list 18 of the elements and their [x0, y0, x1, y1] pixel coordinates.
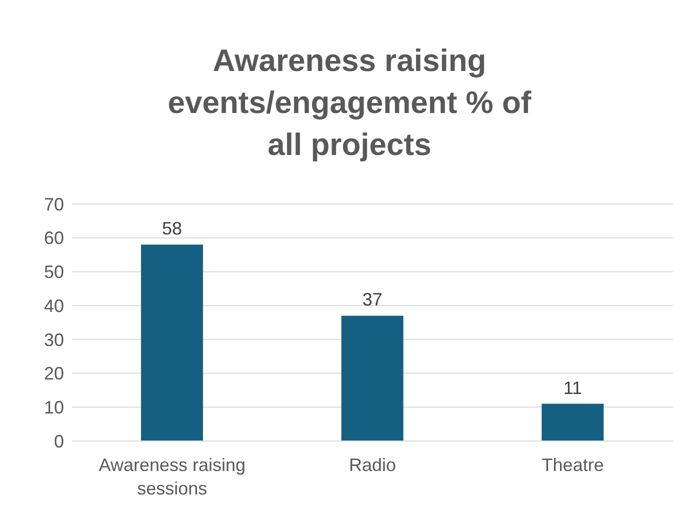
- bar: [542, 404, 604, 441]
- data-label: 37: [362, 290, 382, 310]
- x-tick-label: Theatre: [542, 455, 604, 476]
- y-tick-label: 30: [44, 330, 64, 350]
- x-tick-label: Radio: [348, 455, 396, 476]
- data-label: 58: [162, 218, 182, 239]
- y-tick-label: 0: [54, 431, 64, 452]
- data-label: 11: [563, 378, 582, 398]
- y-tick-label: 60: [44, 228, 64, 248]
- bar: [141, 244, 203, 441]
- y-tick-label: 20: [44, 364, 64, 384]
- x-tick-label: Awareness raising sessions: [98, 455, 246, 499]
- y-tick-label: 50: [44, 262, 64, 282]
- bar: [341, 316, 404, 441]
- y-tick-label: 70: [44, 194, 64, 214]
- y-tick-label: 40: [44, 296, 64, 316]
- y-tick-label: 10: [44, 398, 64, 418]
- chart-title: Awareness raising events/engagement % of all projects: [166, 42, 532, 164]
